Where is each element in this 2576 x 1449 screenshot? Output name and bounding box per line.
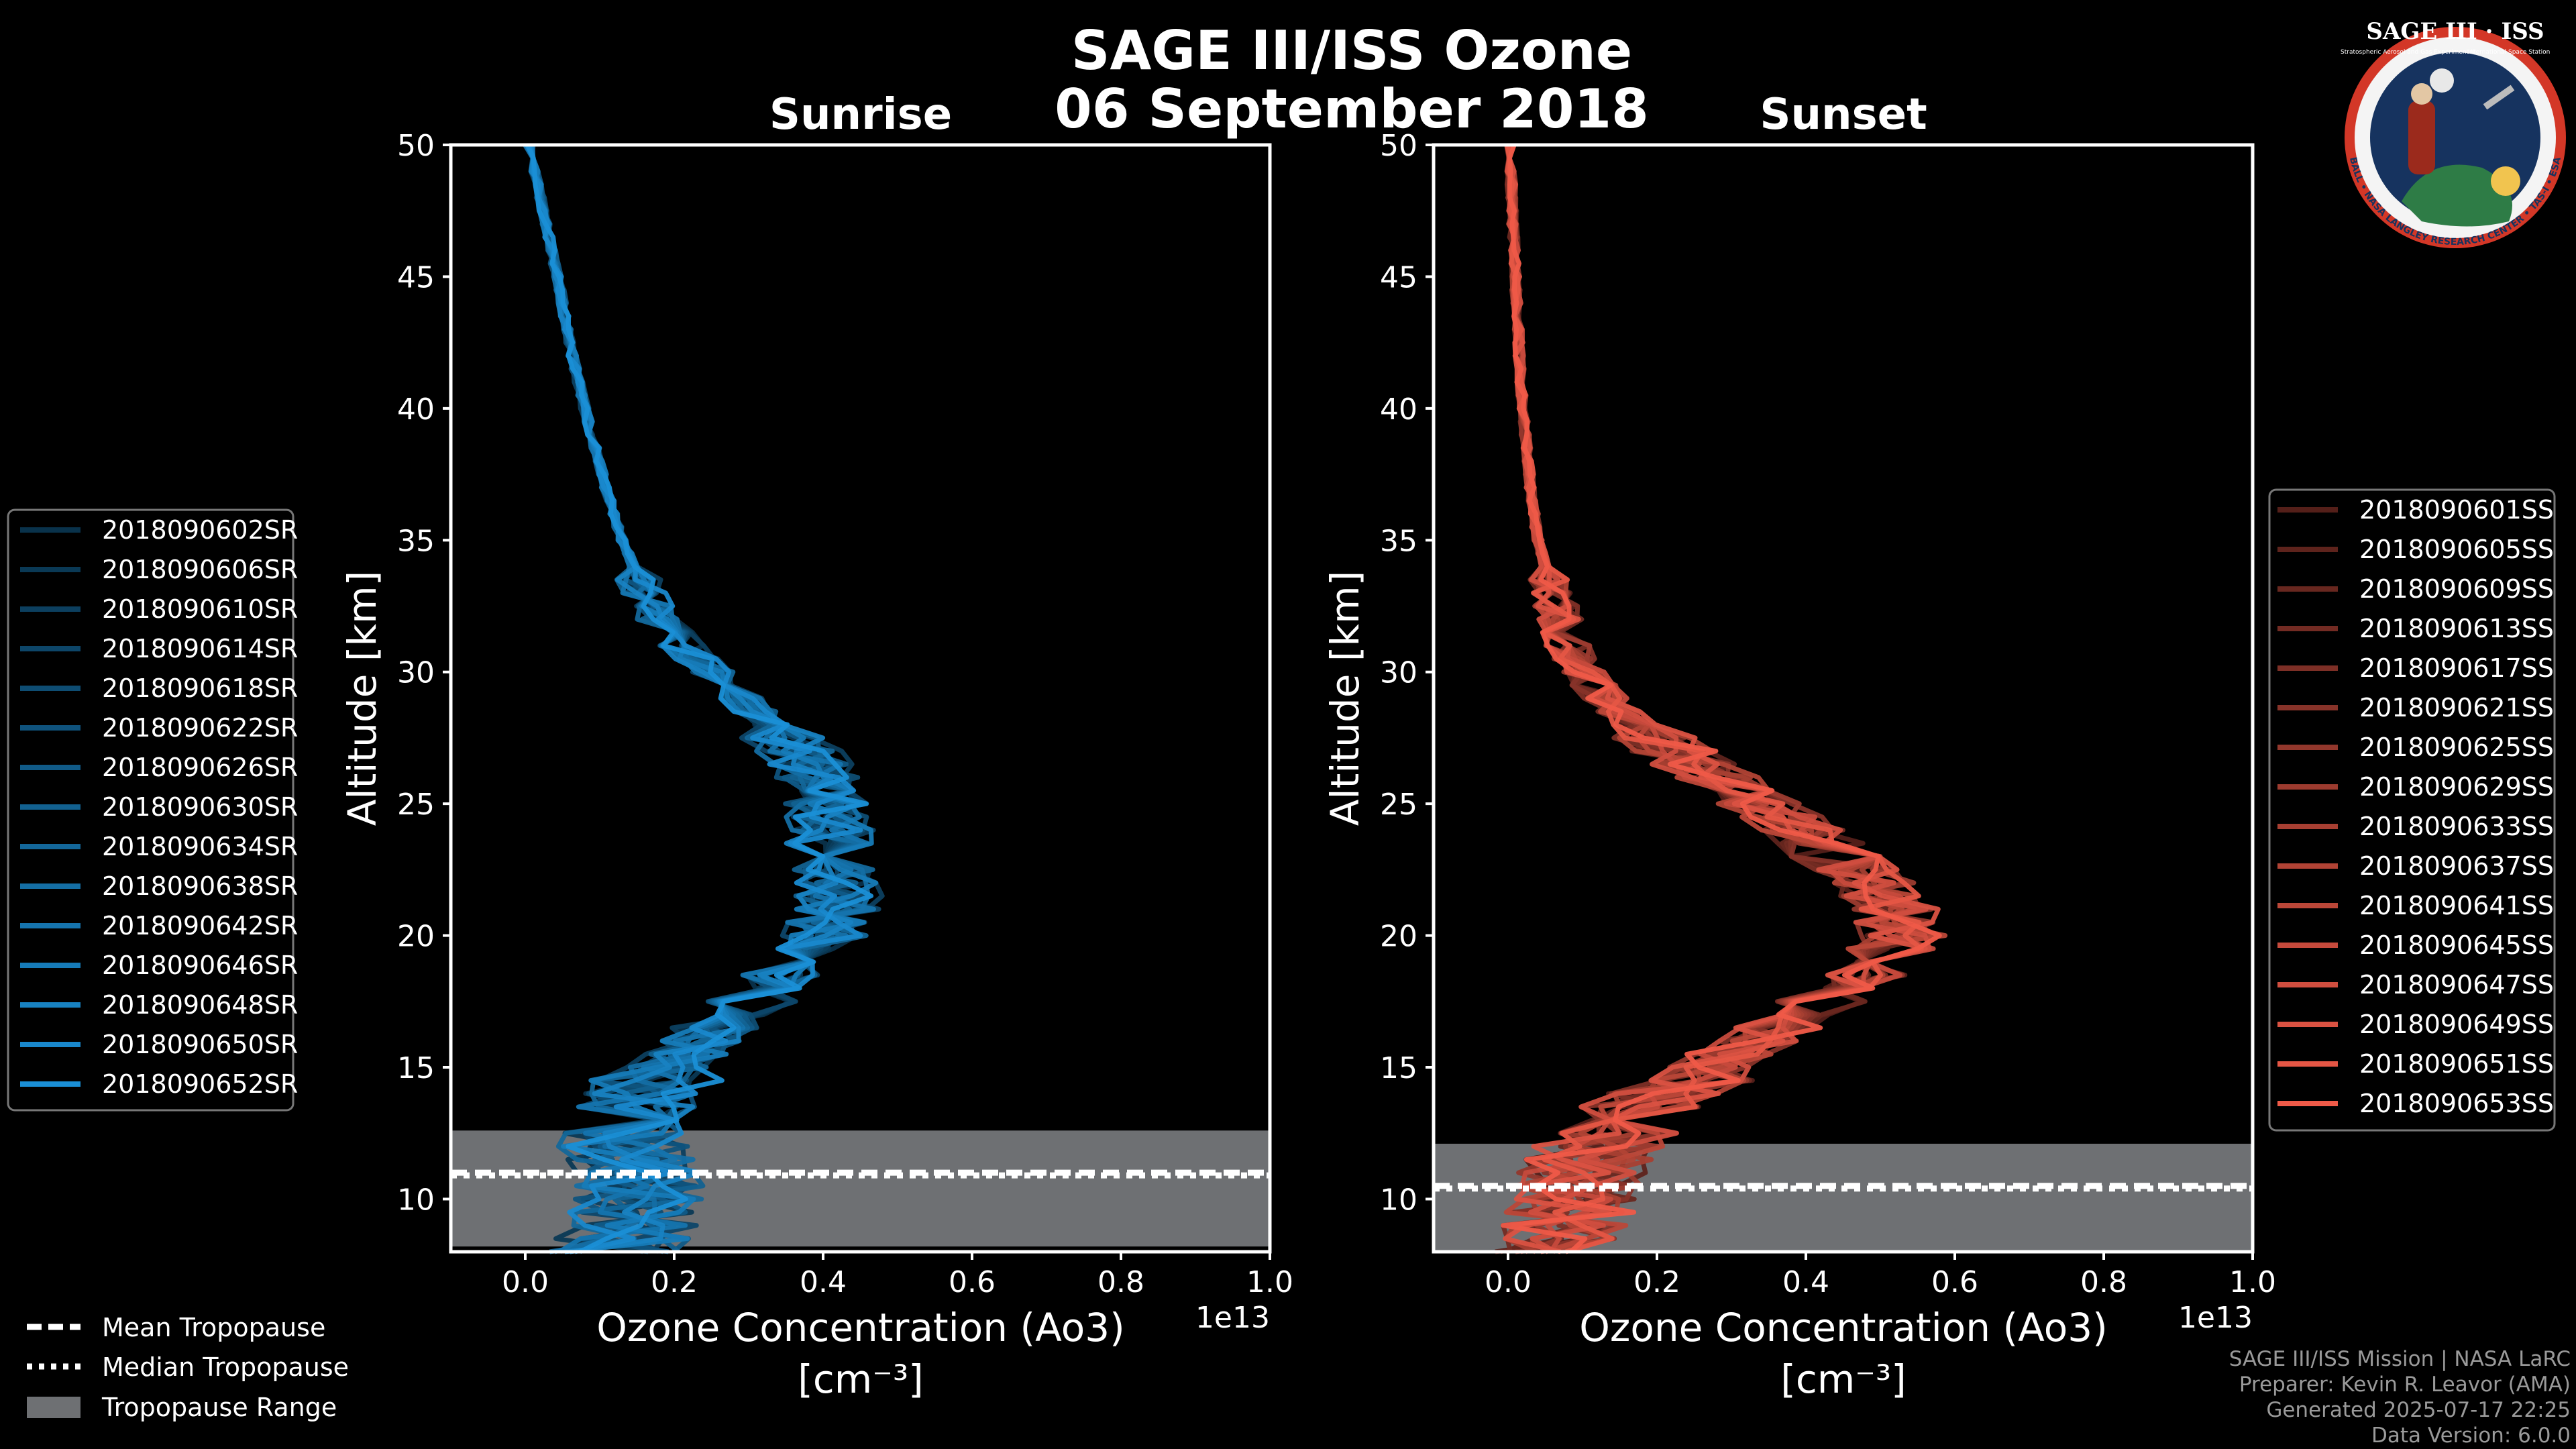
sunrise-x-tick-label: 0.0 (502, 1265, 549, 1299)
sunset-y-axis-label: Altitude [km] (1322, 571, 1368, 826)
sunset-legend-item: 2018090621SS (2359, 693, 2554, 722)
sunrise-legend-item: 2018090622SR (102, 713, 298, 743)
tropopause-range-label: Tropopause Range (101, 1393, 337, 1422)
sunrise-x-tick-label: 1.0 (1246, 1265, 1293, 1299)
sunrise-legend-item: 2018090646SR (102, 951, 298, 980)
sunrise-panel: 0.0 0.2 0.4 0.6 0.8 1.0 10 15 20 25 30 35 40 45 50 (397, 129, 1293, 1299)
sunset-legend-item: 2018090645SS (2359, 930, 2554, 960)
sunset-x-tick-label: 1.0 (2229, 1265, 2276, 1299)
sunset-x-tick-label: 0.8 (2080, 1265, 2127, 1299)
sunset-legend: 2018090601SS 2018090605SS 2018090609SS 2018… (2268, 488, 2556, 1132)
sunrise-x-scale-label: 1e13 (1195, 1301, 1270, 1335)
sunrise-x-tick-label: 0.8 (1097, 1265, 1144, 1299)
sunset-y-tick-label: 25 (1380, 788, 1417, 822)
sunrise-y-axis-label: Altitude [km] (339, 571, 385, 826)
sunset-x-tick-label: 0.0 (1485, 1265, 1532, 1299)
sunset-profile-2018090653SS (1501, 144, 1942, 1254)
sunset-x-axis-label-line2: [cm⁻³] (1780, 1356, 1907, 1402)
sunrise-legend-item: 2018090610SR (102, 594, 298, 624)
sunrise-legend-item: 2018090652SR (102, 1069, 298, 1099)
sunset-legend-item: 2018090629SS (2359, 772, 2554, 802)
sunset-legend-item: 2018090649SS (2359, 1010, 2554, 1039)
sunset-legend-item: 2018090633SS (2359, 812, 2554, 841)
sunset-legend-item: 2018090609SS (2359, 574, 2554, 604)
median-tropopause-label: Median Tropopause (102, 1352, 349, 1382)
sunset-x-axis-label-line1: Ozone Concentration (Ao3) (1579, 1305, 2108, 1350)
sunrise-legend-item: 2018090650SR (102, 1030, 298, 1059)
sunset-x-tick-label: 0.2 (1633, 1265, 1680, 1299)
sunrise-legend: 2018090602SR 2018090606SR 2018090610SR 2018… (7, 508, 298, 1112)
credits-line2: Preparer: Kevin R. Leavor (AMA) (2239, 1373, 2571, 1397)
sunset-x-scale-label: 1e13 (2178, 1301, 2253, 1335)
sunset-legend-item: 2018090605SS (2359, 535, 2554, 564)
sunrise-legend-item: 2018090634SR (102, 832, 298, 861)
sunrise-x-tick-label: 0.6 (949, 1265, 996, 1299)
sunset-x-tick-label: 0.6 (1931, 1265, 1978, 1299)
sunset-panel: 0.0 0.2 0.4 0.6 0.8 1.0 10 15 20 25 30 35 40 45 50 (1380, 129, 2276, 1299)
sunrise-legend-item: 2018090648SR (102, 990, 298, 1020)
sunset-legend-item: 2018090641SS (2359, 891, 2554, 920)
mean-tropopause-label: Mean Tropopause (102, 1313, 325, 1342)
sunset-legend-item: 2018090617SS (2359, 653, 2554, 683)
sunrise-y-tick-label: 35 (397, 524, 435, 558)
sunrise-y-tick-label: 30 (397, 656, 435, 690)
sunrise-legend-item: 2018090630SR (102, 792, 298, 822)
sunrise-legend-item: 2018090626SR (102, 753, 298, 782)
sunrise-profile-2018090650SR (527, 144, 863, 1254)
sage-iii-iss-logo: SAGE III · ISS Stratospheric Aerosol and… (2341, 18, 2566, 248)
sunset-legend-item: 2018090651SS (2359, 1049, 2554, 1079)
sunrise-x-tick-label: 0.4 (800, 1265, 847, 1299)
sunset-y-tick-label: 20 (1380, 920, 1417, 954)
sunrise-y-tick-label: 40 (397, 392, 435, 427)
sunset-x-tick-label: 0.4 (1782, 1265, 1829, 1299)
logo-small-text-1: Stratospheric Aerosol and Gas Experiment… (2341, 49, 2476, 56)
sunset-profile-2018090651SS (1505, 144, 1924, 1254)
sunrise-y-tick-label: 10 (397, 1183, 435, 1217)
tropopause-legend: Mean Tropopause Median Tropopause Tropop… (27, 1313, 349, 1422)
credits: SAGE III/ISS Mission | NASA LaRC Prepare… (2229, 1347, 2571, 1448)
sunrise-panel-title: Sunrise (769, 90, 952, 140)
sunset-y-tick-label: 50 (1380, 129, 1417, 163)
sunrise-axes-frame (449, 143, 1272, 1254)
sunrise-legend-item: 2018090602SR (102, 515, 298, 545)
sunset-axes-frame (1432, 143, 2255, 1254)
figure-title-line2: 06 September 2018 (1055, 78, 1649, 140)
sunset-y-tick-label: 15 (1380, 1051, 1417, 1085)
sunset-legend-item: 2018090637SS (2359, 851, 2554, 881)
sunset-legend-item: 2018090601SS (2359, 495, 2554, 525)
sunrise-y-tick-label: 15 (397, 1051, 435, 1085)
credits-line1: SAGE III/ISS Mission | NASA LaRC (2229, 1347, 2571, 1371)
sunset-legend-item: 2018090625SS (2359, 733, 2554, 762)
sunrise-y-tick-label: 20 (397, 920, 435, 954)
sunrise-legend-item: 2018090606SR (102, 555, 298, 584)
tropopause-range-swatch (27, 1397, 80, 1418)
sunset-legend-item: 2018090653SS (2359, 1089, 2554, 1118)
sunset-y-tick-label: 35 (1380, 524, 1417, 558)
sunrise-legend-item: 2018090638SR (102, 871, 298, 901)
sunrise-profile-2018090652SR (525, 144, 874, 1254)
sunrise-legend-item: 2018090614SR (102, 634, 298, 663)
sunset-y-tick-label: 10 (1380, 1183, 1417, 1217)
sunrise-x-axis-label-line1: Ozone Concentration (Ao3) (596, 1305, 1125, 1350)
credits-line4: Data Version: 6.0.0 (2371, 1424, 2571, 1448)
sunset-legend-item: 2018090647SS (2359, 970, 2554, 1000)
sunrise-x-axis-label-line2: [cm⁻³] (798, 1356, 924, 1402)
sunset-y-tick-label: 40 (1380, 392, 1417, 427)
sunrise-legend-item: 2018090642SR (102, 911, 298, 941)
sunset-y-tick-label: 30 (1380, 656, 1417, 690)
sunset-panel-title: Sunset (1760, 90, 1927, 140)
sunset-y-tick-label: 45 (1380, 260, 1417, 294)
sunrise-y-tick-label: 25 (397, 788, 435, 822)
logo-small-text-2: International Space Station (2468, 49, 2551, 56)
figure-title-line1: SAGE III/ISS Ozone (1071, 19, 1632, 82)
sunset-legend-item: 2018090613SS (2359, 614, 2554, 643)
sunrise-y-tick-label: 45 (397, 260, 435, 294)
sunrise-x-tick-label: 0.2 (651, 1265, 698, 1299)
sunrise-y-tick-label: 50 (397, 129, 435, 163)
logo-title: SAGE III · ISS (2366, 18, 2544, 45)
credits-line3: Generated 2025-07-17 22:25 (2266, 1398, 2571, 1422)
sunrise-legend-item: 2018090618SR (102, 674, 298, 703)
